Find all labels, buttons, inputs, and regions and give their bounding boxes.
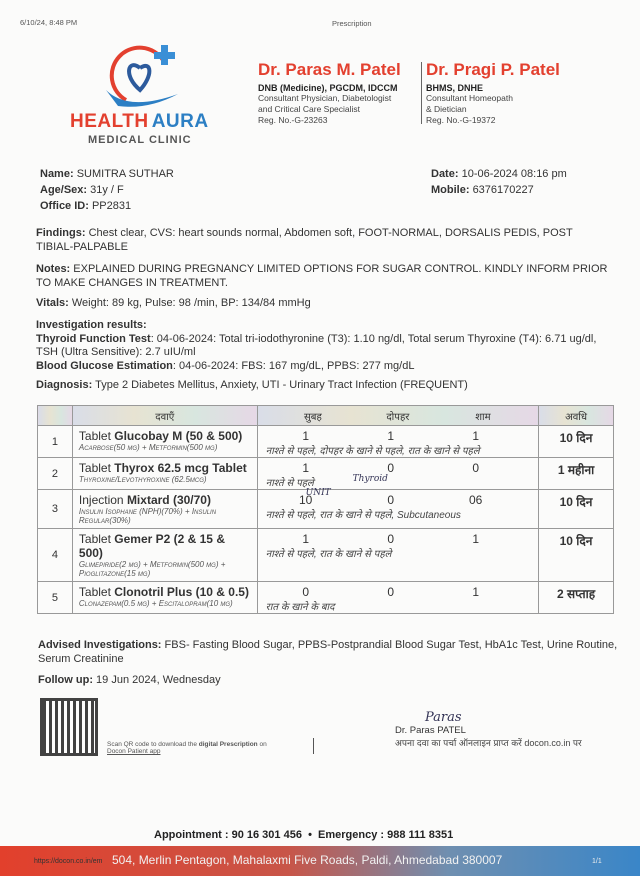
findings: Findings: Chest clear, CVS: heart sounds… (36, 227, 573, 253)
instructions: नाश्ते से पहले, रात के खाने से पहले, Sub… (265, 510, 461, 521)
dose-afternoon: 0 (387, 493, 394, 507)
vitals: Vitals: Weight: 89 kg, Pulse: 98 /min, B… (36, 297, 311, 309)
dose-evening: 1 (472, 532, 479, 546)
instructions: नाश्ते से पहले, रात के खाने से पहले (265, 549, 392, 560)
dose-afternoon: 0 (387, 532, 394, 546)
follow-up: Follow up: 19 Jun 2024, Wednesday (38, 674, 221, 686)
row-number: 3 (37, 489, 73, 529)
signature: Paras (425, 710, 462, 725)
instructions: नाश्ते से पहले, दोपहर के खाने से पहले, र… (265, 446, 480, 457)
medicine-name: Tablet Thyrox 62.5 mcg Tablet (78, 461, 247, 475)
dose-morning: 10 (298, 493, 313, 507)
row-number: 1 (37, 425, 73, 458)
dose-evening: 1 (472, 585, 479, 599)
medication-table: दवाएँ सुबह दोपहर शाम अवधि 1 Tablet Glucoba… (37, 405, 614, 614)
generic-name: Insulin Isophane (NPH)(70%) + Insulin Re… (78, 507, 217, 525)
dose-afternoon: 0 (387, 461, 394, 475)
clinic-logo: HEALTH AURA MEDICAL CLINIC (68, 38, 218, 148)
patient-name: SUMITRA SUTHAR (76, 168, 174, 180)
dose-morning: 1 (302, 461, 309, 475)
table-row: 4 Tablet Gemer P2 (2 & 15 & 500) Glimepir… (37, 528, 614, 582)
patient-info: Name: SUMITRA SUTHAR Age/Sex: 31y / F Of… (40, 168, 174, 212)
row-number: 2 (37, 457, 73, 490)
investigation-results: Investigation results: Thyroid Function … (36, 319, 597, 372)
instructions: नाश्ते से पहले (265, 478, 314, 489)
diagnosis: Diagnosis: Type 2 Diabetes Mellitus, Anx… (36, 379, 468, 391)
print-title: Prescription (332, 19, 372, 28)
dose-evening: 1 (472, 429, 479, 443)
print-datetime: 6/10/24, 8:48 PM (20, 18, 78, 27)
doctor-divider (421, 62, 422, 124)
medicine-name: Tablet Clonotril Plus (10 & 0.5) (78, 585, 249, 599)
medicine-name: Tablet Glucobay M (50 & 500) (78, 429, 243, 443)
medicine-name: Tablet Gemer P2 (2 & 15 & 500) (78, 532, 225, 560)
doctor-1: Dr. Paras M. Patel DNB (Medicine), PGCDM… (258, 60, 401, 125)
dose-morning: 1 (302, 429, 309, 443)
dose-evening: 06 (468, 493, 483, 507)
duration: 1 महीना (538, 457, 614, 490)
clinic-subtitle: MEDICAL CLINIC (88, 134, 192, 146)
dose-evening: 0 (472, 461, 479, 475)
duration: 10 दिन (538, 489, 614, 529)
clinic-name: HEALTH AURA (70, 111, 209, 132)
generic-name: Glimepiride(2 mg) + Metformin(500 mg) + … (78, 560, 226, 578)
signature-block: Paras Dr. Paras PATEL अपना दवा का पर्चा … (395, 710, 582, 748)
handwritten-note: Thyroid (352, 474, 388, 484)
contact-line: Appointment : 90 16 301 456 • Emergency … (154, 829, 454, 841)
duration: 2 सप्ताह (538, 581, 614, 614)
dose-morning: 1 (302, 532, 309, 546)
dose-afternoon: 1 (387, 429, 394, 443)
instructions: रात के खाने के बाद (265, 602, 335, 613)
doctor-2: Dr. Pragi P. Patel BHMS, DNHE Consultant… (426, 60, 560, 125)
heart-hand-logo-icon (106, 45, 178, 107)
notes: Notes: EXPLAINED DURING PREGNANCY LIMITE… (36, 263, 608, 289)
visit-info: Date: 10-06-2024 08:16 pm Mobile: 637617… (431, 168, 567, 196)
qr-caption: Scan QR code to download the digital Pre… (107, 741, 267, 755)
advised-investigations: Advised Investigations: FBS- Fasting Blo… (38, 639, 618, 665)
page-number: 1/1 (592, 858, 602, 865)
generic-name: Clonazepam(0.5 mg) + Escitalopram(10 mg) (78, 599, 233, 608)
generic-name: Thyroxine/Levothyroxine (62.5mcg) (78, 475, 207, 484)
url: https://docon.co.in/em (34, 858, 103, 865)
table-row: 3 Injection Mixtard (30/70) Insulin Isoph… (37, 488, 614, 529)
row-number: 5 (37, 581, 73, 614)
duration: 10 दिन (538, 425, 614, 458)
row-number: 4 (37, 528, 73, 582)
generic-name: Acarbose(50 mg) + Metformin(500 mg) (78, 443, 218, 452)
dose-morning: 0 (302, 585, 309, 599)
address: 504, Merlin Pentagon, Mahalaxmi Five Roa… (112, 853, 503, 867)
qr-code[interactable] (40, 698, 98, 756)
divider (313, 738, 314, 754)
handwritten-note: UNIT (305, 488, 331, 498)
duration: 10 दिन (538, 528, 614, 582)
table-row: 1 Tablet Glucobay M (50 & 500) Acarbose(5… (37, 425, 614, 458)
dose-afternoon: 0 (387, 585, 394, 599)
footer-bar: https://docon.co.in/em 504, Merlin Penta… (0, 846, 640, 876)
table-header: दवाएँ सुबह दोपहर शाम अवधि (37, 405, 614, 426)
table-row: 5 Tablet Clonotril Plus (10 & 0.5) Clonaz… (37, 581, 614, 614)
table-row: 2 Tablet Thyrox 62.5 mcg Tablet Thyroxine… (37, 457, 614, 490)
docon-app-link[interactable]: Docon Patient app (107, 748, 161, 755)
medicine-name: Injection Mixtard (30/70) (78, 493, 211, 507)
